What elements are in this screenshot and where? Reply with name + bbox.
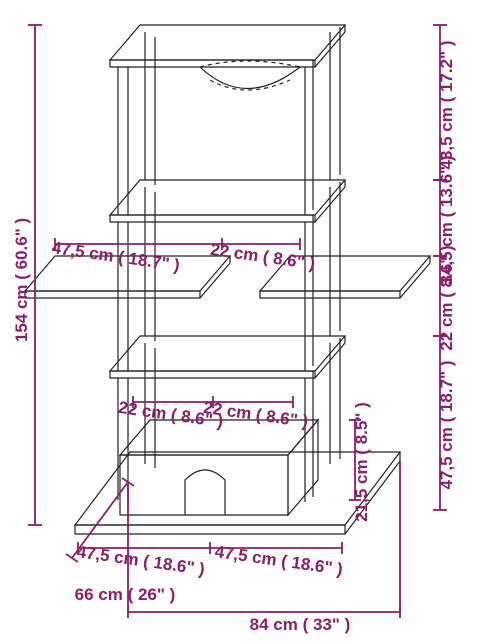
label-inner-21-5: 21,5 cm ( 8.5" ) (352, 402, 371, 522)
dim-height-total: 154 cm ( 60.6" ) (12, 25, 42, 525)
dim-depth-66: 66 cm ( 26" ) (66, 478, 175, 604)
label-seg4: 47,5 cm ( 18.7" ) (437, 360, 456, 489)
label-height-total: 154 cm ( 60.6" ) (12, 218, 31, 342)
dim-bot-475a: 47,5 cm ( 18.6" ) (76, 542, 210, 579)
label-top-seg: 43,5 cm ( 17.2" ) (437, 40, 456, 169)
dimension-annotations: 154 cm ( 60.6" ) 43,5 cm ( 17.2" ) 34,5 … (12, 25, 456, 634)
dim-seg3: 22 cm ( 8.6" ) (433, 245, 456, 350)
dim-inner-21-5: 21,5 cm ( 8.5" ) (349, 402, 371, 522)
label-depth-66: 66 cm ( 26" ) (75, 585, 176, 604)
label-seg3: 22 cm ( 8.6" ) (437, 245, 456, 350)
dim-bot-475b: 47,5 cm ( 18.6" ) (210, 542, 344, 579)
dimension-diagram: 154 cm ( 60.6" ) 43,5 cm ( 17.2" ) 34,5 … (0, 0, 500, 641)
dim-seg4: 47,5 cm ( 18.7" ) (433, 336, 456, 510)
label-width-84: 84 cm ( 33" ) (250, 615, 351, 634)
